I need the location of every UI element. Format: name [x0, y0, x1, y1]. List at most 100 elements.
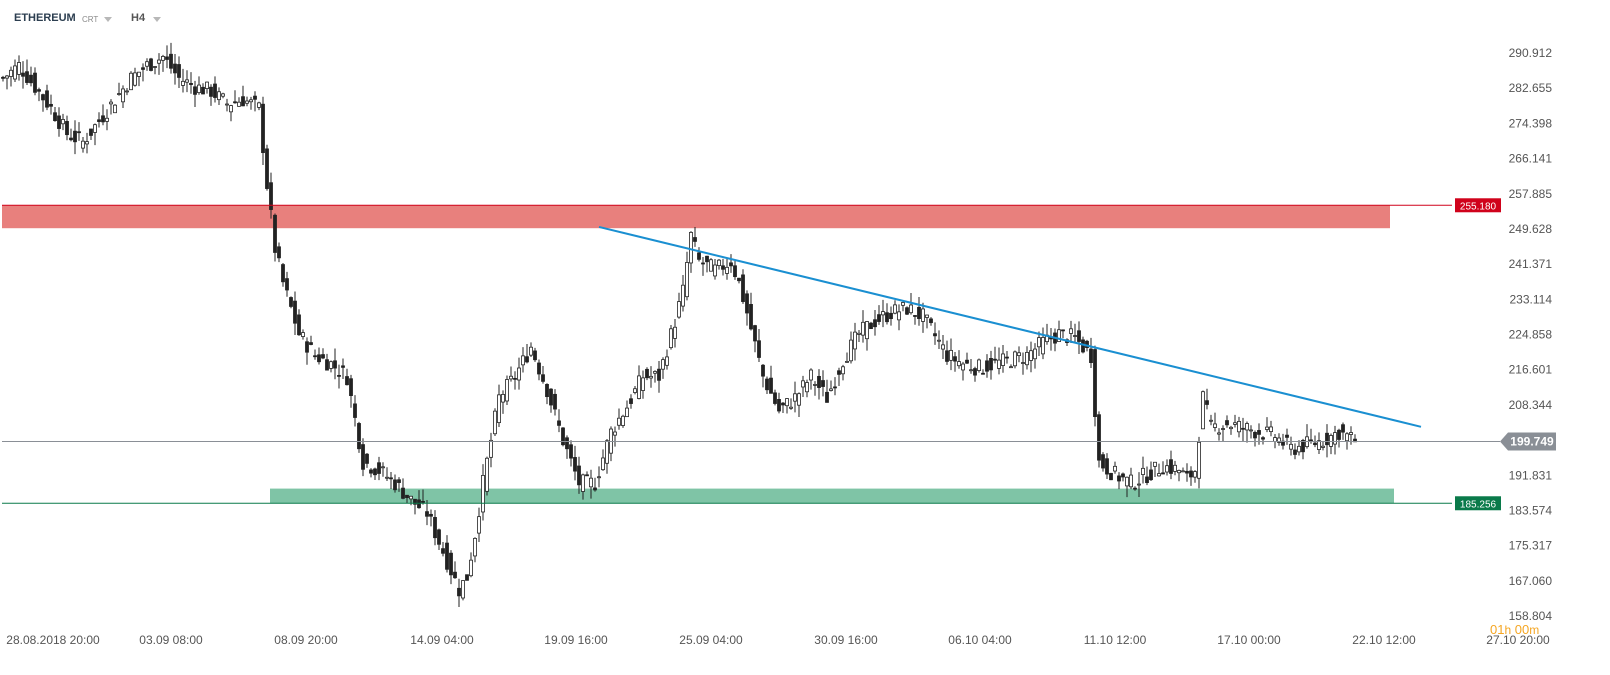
y-tick-label: 290.912: [1509, 46, 1553, 60]
candle-body: [37, 89, 41, 92]
candle: [509, 366, 513, 382]
symbol-name[interactable]: ETHEREUM: [14, 12, 76, 24]
candle-body: [729, 262, 733, 267]
candle-body: [1001, 353, 1005, 366]
candle-body: [733, 265, 737, 278]
x-tick-label: 22.10 12:00: [1352, 633, 1416, 647]
candle-body: [1337, 429, 1341, 440]
candle: [817, 369, 821, 400]
candle-body: [1025, 351, 1029, 366]
candle: [1301, 438, 1305, 460]
candle: [821, 370, 825, 397]
candle: [1141, 456, 1145, 484]
candle-body: [421, 501, 425, 503]
candle: [489, 432, 493, 468]
candle: [681, 274, 685, 312]
candle: [437, 528, 441, 551]
candle-body: [21, 72, 25, 77]
candle: [793, 381, 797, 413]
candle: [1189, 466, 1193, 486]
candle-body: [1125, 476, 1129, 487]
x-tick-label: 06.10 04:00: [948, 633, 1012, 647]
candle: [277, 242, 281, 263]
candle-body: [573, 457, 577, 472]
candle-body: [465, 574, 469, 581]
candle: [1117, 472, 1121, 490]
y-tick-label: 233.114: [1510, 292, 1553, 306]
candle-body: [953, 356, 957, 362]
candle: [497, 384, 501, 427]
candle-body: [101, 115, 105, 123]
resistance-price-tag-text: 255.180: [1460, 201, 1497, 212]
candle: [1353, 434, 1357, 443]
descending-trendline: [598, 225, 1422, 428]
candle: [1329, 433, 1333, 455]
candle-body: [81, 140, 85, 149]
countdown-minutes: 00: [1514, 622, 1530, 637]
candle: [1249, 425, 1253, 439]
candle-body: [689, 231, 693, 264]
candle: [301, 329, 305, 340]
candle-body: [461, 580, 465, 599]
timeframe-label[interactable]: H4: [131, 12, 146, 24]
candle-body: [177, 64, 181, 78]
candle: [1125, 476, 1129, 498]
candle-body: [941, 344, 945, 350]
candle: [349, 374, 353, 408]
candle-body: [5, 75, 9, 79]
instrument-type[interactable]: CRT: [82, 15, 99, 24]
candle: [173, 54, 177, 85]
candle-body: [1301, 439, 1305, 453]
candle: [893, 300, 897, 315]
candle: [29, 66, 33, 87]
candle-body: [629, 398, 633, 404]
type-dropdown-icon[interactable]: [104, 17, 112, 22]
candle-body: [817, 375, 821, 388]
candle: [305, 337, 309, 365]
candle-body: [1121, 473, 1125, 478]
candle: [689, 231, 693, 273]
candle: [369, 468, 373, 478]
candle-body: [1285, 434, 1289, 438]
candle: [513, 371, 517, 390]
candle: [1069, 320, 1073, 344]
candle-body: [41, 94, 45, 101]
candle-body: [77, 131, 81, 134]
candle-body: [869, 322, 873, 330]
candle: [1333, 425, 1337, 455]
candle-body: [565, 437, 569, 450]
candle-body: [449, 552, 453, 576]
time-axis: 28.08.2018 20:00 03.09 08:00 08.09 20:00 14…: [6, 633, 1550, 647]
candle-body: [793, 393, 797, 402]
candle-body: [737, 277, 741, 282]
candle: [1237, 416, 1241, 438]
candle: [921, 302, 925, 333]
candle: [185, 70, 189, 93]
candle-body: [885, 312, 889, 323]
candle-body: [453, 571, 457, 579]
candle: [657, 361, 661, 393]
timeframe-dropdown-icon[interactable]: [153, 17, 161, 22]
candle-body: [501, 393, 505, 403]
candle-body: [1313, 442, 1317, 446]
candle: [209, 84, 213, 106]
candle-body: [405, 494, 409, 498]
candle-body: [1321, 445, 1325, 448]
countdown-hours-unit: h: [1504, 623, 1512, 637]
candle-body: [881, 311, 885, 316]
candle: [729, 254, 733, 273]
candle: [129, 71, 133, 91]
candle: [1225, 415, 1229, 428]
candle-body: [413, 498, 417, 505]
candle: [1065, 338, 1069, 347]
y-tick-label: 158.804: [1509, 609, 1553, 623]
candle-body: [693, 237, 697, 242]
candle-body: [913, 315, 917, 317]
candle-body: [777, 399, 781, 412]
candle: [805, 379, 809, 398]
y-tick-label: 167.060: [1509, 574, 1553, 588]
candle: [97, 112, 101, 128]
candle: [561, 427, 565, 447]
candle: [325, 353, 329, 371]
